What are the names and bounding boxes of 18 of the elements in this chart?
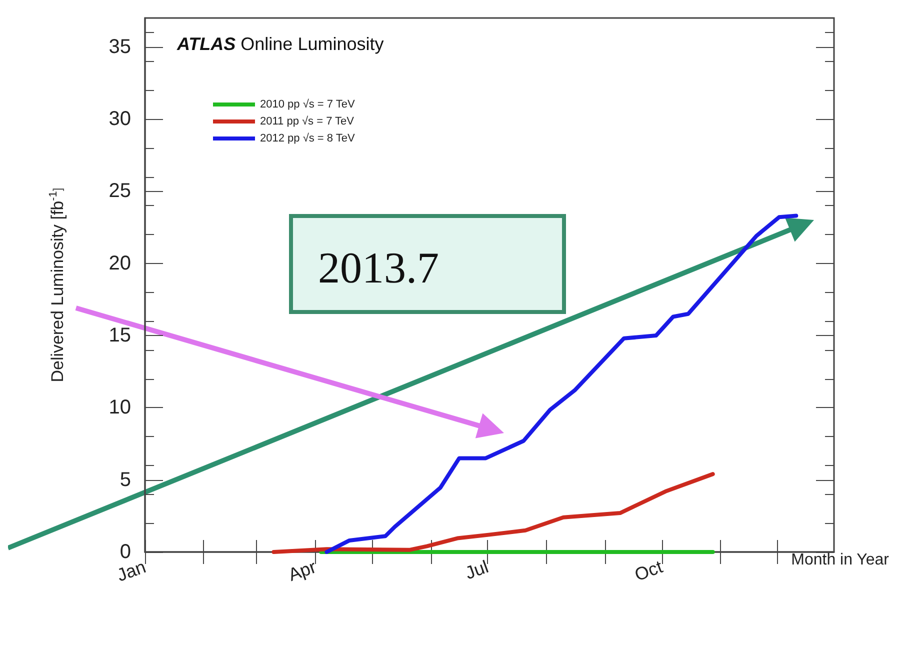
y-axis-title: Delivered Luminosity [fb-1] (48, 188, 67, 382)
y-tick-label: 10 (108, 396, 131, 419)
y-tick-label: 20 (108, 252, 131, 274)
y-tick-label: 25 (108, 180, 131, 202)
y-tick-label: 30 (108, 108, 131, 130)
y-tick-label: 0 (120, 541, 131, 563)
annotation: 2013.7 (318, 244, 439, 292)
y-tick-label: 35 (108, 36, 131, 58)
text: ATLAS Online Luminosity (176, 34, 384, 54)
legend-label: 2012 pp √s = 8 TeV (260, 132, 356, 144)
y-tick-label: 15 (108, 324, 131, 347)
x-tick-label: Jul (462, 556, 492, 584)
legend-label: 2011 pp √s = 7 TeV (260, 116, 355, 128)
x-axis-title: Month in Year (791, 552, 890, 568)
y-tick-label: 5 (120, 468, 131, 491)
x-tick-label: Oct (632, 556, 666, 585)
legend-label: 2010 pp √s = 7 TeV (260, 98, 356, 110)
x-tick-label: Apr (286, 556, 319, 585)
